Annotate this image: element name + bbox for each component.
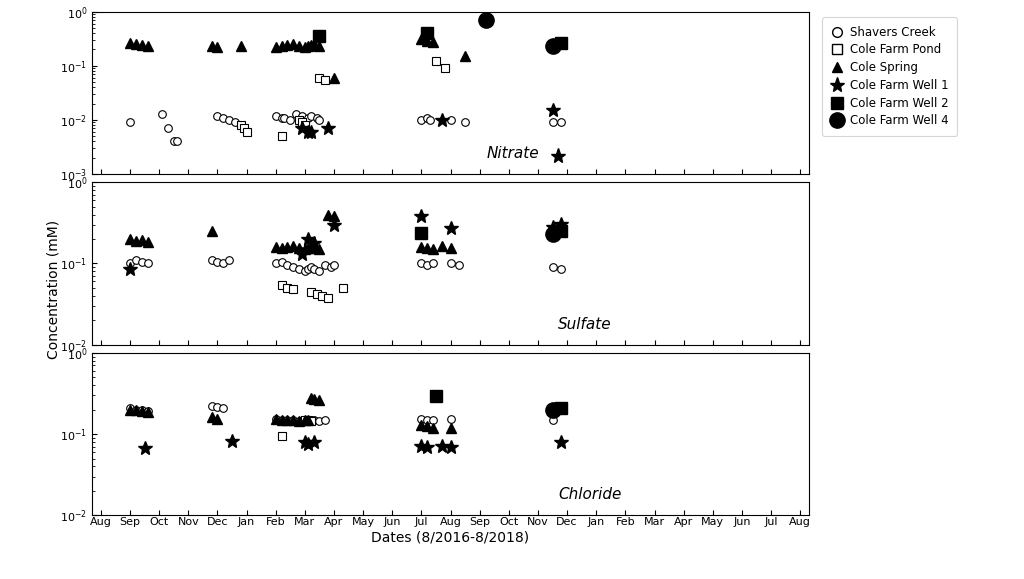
- Text: Sulfate: Sulfate: [558, 317, 611, 332]
- X-axis label: Dates (8/2016-8/2018): Dates (8/2016-8/2018): [372, 531, 529, 545]
- Text: Chloride: Chloride: [558, 488, 622, 503]
- Text: Concentration (mM): Concentration (mM): [46, 220, 60, 359]
- Legend: Shavers Creek, Cole Farm Pond, Cole Spring, Cole Farm Well 1, Cole Farm Well 2, : Shavers Creek, Cole Farm Pond, Cole Spri…: [822, 17, 957, 135]
- Text: Nitrate: Nitrate: [486, 146, 539, 161]
